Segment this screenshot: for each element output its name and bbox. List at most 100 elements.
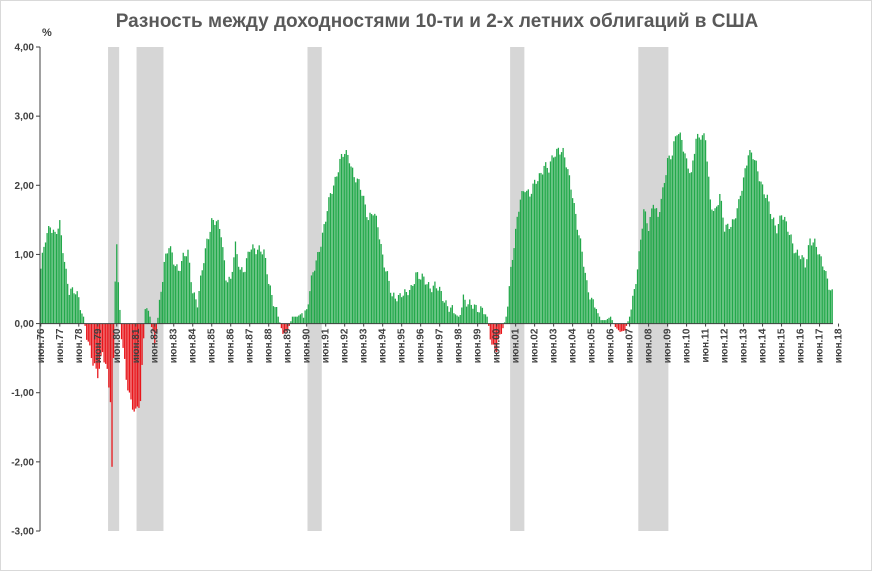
bar	[560, 152, 563, 324]
bar	[472, 308, 474, 324]
x-tick-label: июн.77	[55, 328, 66, 363]
bar	[404, 289, 406, 324]
bar	[499, 323, 501, 335]
bar	[475, 304, 477, 324]
x-tick-label: июн.02	[530, 328, 541, 363]
bar	[95, 323, 97, 369]
bar	[562, 147, 564, 324]
bar	[693, 153, 696, 324]
bar	[769, 213, 772, 324]
bar	[198, 290, 200, 324]
bar	[388, 280, 390, 324]
bar	[149, 316, 151, 324]
bar	[256, 249, 259, 324]
bar	[571, 198, 574, 324]
bar	[49, 227, 51, 324]
bar	[233, 257, 235, 324]
bar	[345, 150, 347, 324]
bar	[602, 320, 604, 324]
bar	[628, 316, 631, 324]
bar	[108, 323, 110, 388]
bar	[363, 195, 365, 324]
bar	[641, 228, 643, 324]
bar	[184, 256, 186, 324]
bar	[507, 306, 509, 324]
bar	[174, 266, 176, 324]
bar	[788, 235, 791, 324]
bar	[141, 323, 143, 365]
bar	[810, 245, 813, 324]
bar	[62, 253, 64, 324]
x-tick-label: июн.00	[492, 328, 503, 363]
bar	[310, 275, 313, 324]
bar	[410, 285, 412, 324]
bar	[627, 321, 629, 324]
bar	[51, 232, 53, 324]
bar	[799, 259, 802, 324]
bar	[538, 173, 541, 324]
bar	[268, 283, 270, 324]
x-tick-label: июн.15	[777, 328, 788, 363]
bar	[682, 151, 685, 324]
bar	[809, 238, 811, 324]
bar	[671, 155, 673, 324]
bar	[397, 295, 400, 324]
bar	[575, 213, 577, 324]
bar	[269, 285, 271, 324]
bar	[735, 218, 737, 324]
bar	[798, 255, 800, 324]
bar	[109, 323, 112, 403]
bar	[709, 199, 711, 324]
bar	[318, 251, 321, 324]
bar	[40, 268, 42, 324]
bar	[114, 281, 116, 324]
bar	[421, 273, 423, 324]
y-axis-unit-label: %	[42, 27, 52, 39]
bar	[190, 282, 192, 324]
bar	[619, 323, 621, 332]
bar	[456, 315, 458, 324]
bar	[703, 133, 705, 324]
bar	[331, 193, 333, 324]
bar	[652, 204, 654, 324]
bar	[697, 133, 699, 324]
bar	[93, 323, 96, 364]
x-tick-label: июн.14	[758, 328, 769, 363]
bar	[298, 315, 300, 324]
y-tick-label: 1,00	[15, 250, 35, 261]
x-tick-label: июн.81	[131, 328, 142, 363]
bar	[416, 272, 419, 324]
bar	[513, 248, 515, 324]
bar	[350, 166, 352, 324]
bar	[489, 323, 491, 340]
x-tick-label: июн.99	[473, 328, 484, 363]
bar	[351, 167, 354, 324]
bar	[714, 208, 716, 324]
bar	[293, 316, 295, 324]
bar	[828, 289, 830, 324]
bar	[255, 254, 257, 324]
x-tick-label: июн.95	[397, 328, 408, 363]
bar	[434, 281, 436, 324]
bar	[361, 195, 363, 324]
bar	[689, 173, 691, 324]
bar	[771, 219, 773, 324]
bar	[589, 299, 591, 324]
bar	[497, 323, 499, 340]
bar	[440, 291, 442, 324]
bar	[594, 307, 596, 324]
bar	[143, 323, 145, 339]
bar	[646, 223, 648, 324]
bar	[78, 297, 80, 324]
bar	[744, 168, 746, 324]
bar	[146, 308, 148, 324]
bar	[125, 323, 127, 380]
bar	[687, 168, 689, 324]
bar	[342, 156, 344, 324]
bar	[515, 228, 517, 324]
bar	[185, 256, 188, 324]
bar	[52, 229, 55, 324]
bar	[511, 259, 514, 324]
bar	[203, 263, 205, 324]
recession-band-2	[136, 47, 164, 531]
